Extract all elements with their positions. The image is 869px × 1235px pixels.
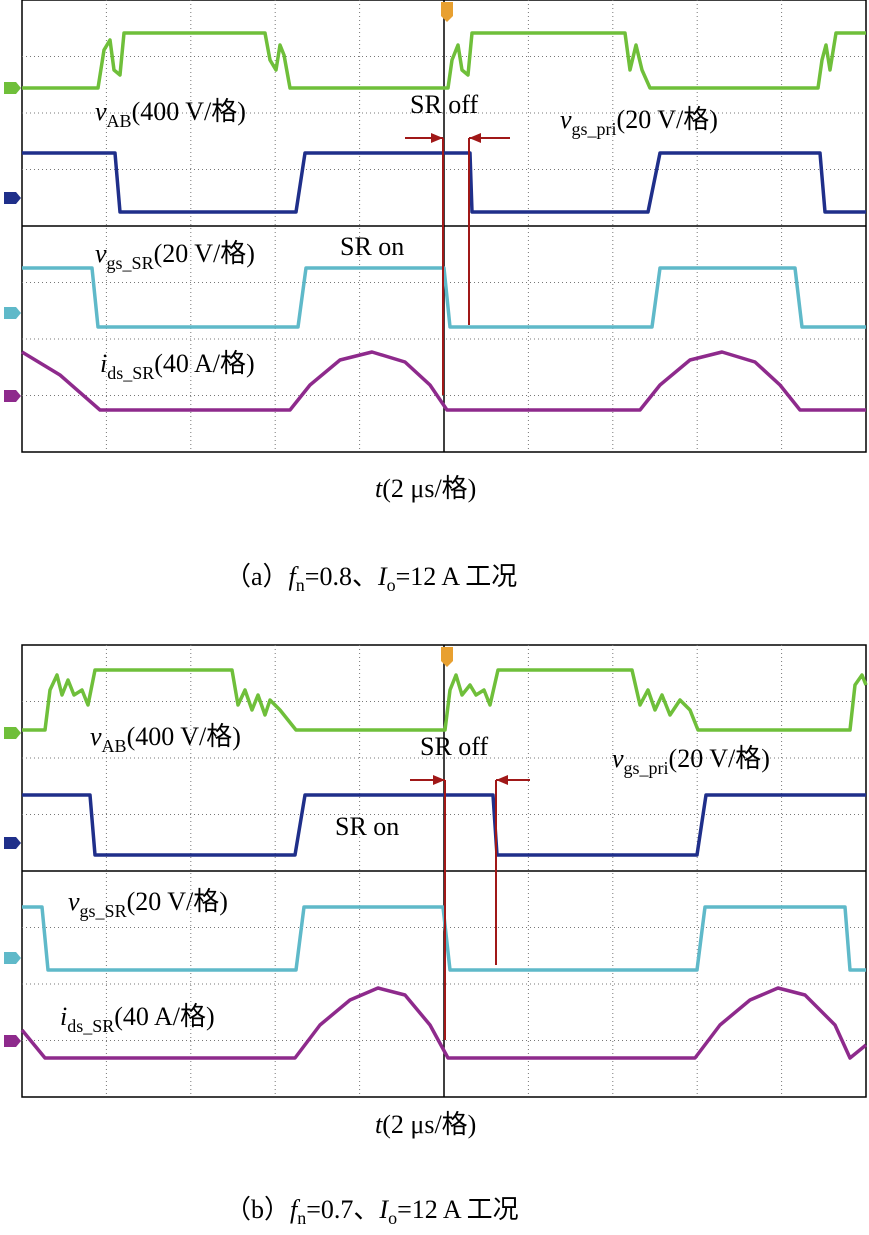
scale: (20 V/格) xyxy=(127,887,228,916)
channel-marker xyxy=(4,1035,21,1047)
signal-label: vgs_SR(20 V/格) xyxy=(68,887,228,921)
signal-label: vAB(400 V/格) xyxy=(95,97,246,131)
subscript: o xyxy=(387,575,396,595)
scale: (40 A/格) xyxy=(154,349,254,378)
scale: (400 V/格) xyxy=(132,97,246,126)
symbol: f xyxy=(289,562,300,591)
scale: (2 μs/格) xyxy=(382,474,476,503)
channel-marker xyxy=(4,192,21,204)
waveform xyxy=(22,151,866,214)
scale: (2 μs/格) xyxy=(382,1110,476,1139)
subscript: gs_SR xyxy=(107,253,154,273)
waveform xyxy=(21,350,866,412)
subscript: ds_SR xyxy=(107,363,154,383)
waveform xyxy=(22,31,866,90)
signal-label: vAB(400 V/格) xyxy=(90,722,241,756)
channel-marker xyxy=(4,390,21,402)
signal-label: vgs_pri(20 V/格) xyxy=(560,105,718,139)
subscript: gs_pri xyxy=(624,758,669,778)
waveform xyxy=(22,905,866,972)
time-axis-label: t(2 μs/格) xyxy=(375,1110,476,1139)
symbol: v xyxy=(612,744,624,773)
signal-label: ids_SR(40 A/格) xyxy=(60,1002,215,1036)
signal-label: vgs_pri(20 V/格) xyxy=(612,744,770,778)
time-axis-label: t(2 μs/格) xyxy=(375,474,476,503)
waveform xyxy=(22,668,868,732)
caption: （a）fn=0.8、Io=12 A 工况 xyxy=(225,562,517,595)
subscript: n xyxy=(297,1208,306,1228)
subscript: AB xyxy=(102,736,127,756)
subscript: o xyxy=(388,1208,397,1228)
symbol: f xyxy=(290,1195,301,1224)
arrow-head xyxy=(433,775,445,785)
scale: (40 A/格) xyxy=(114,1002,214,1031)
symbol: I xyxy=(378,1195,389,1224)
subscript: gs_SR xyxy=(80,901,127,921)
channel-marker xyxy=(4,837,21,849)
arrow-head xyxy=(469,133,481,143)
annotation: SR off xyxy=(420,732,488,761)
symbol: v xyxy=(95,97,107,126)
symbol: v xyxy=(68,887,80,916)
channel-marker xyxy=(4,307,21,319)
scale: (400 V/格) xyxy=(127,722,241,751)
symbol: i xyxy=(100,349,107,378)
channel-marker xyxy=(4,952,21,964)
arrow-head xyxy=(431,133,443,143)
caption: （b）fn=0.7、Io=12 A 工况 xyxy=(225,1195,519,1228)
scale: (20 V/格) xyxy=(669,744,770,773)
annotation: SR on xyxy=(335,812,399,841)
subscript: n xyxy=(296,575,305,595)
annotation: SR off xyxy=(410,90,478,119)
waveform xyxy=(20,986,868,1060)
trigger-marker xyxy=(441,647,453,667)
symbol: v xyxy=(90,722,102,751)
caption-text: =0.8、 xyxy=(305,562,378,591)
symbol: I xyxy=(377,562,388,591)
symbol: t xyxy=(375,1110,383,1139)
channel-marker xyxy=(4,82,21,94)
waveform xyxy=(22,793,866,857)
panel: vAB(400 V/格)vgs_pri(20 V/格)vgs_SR(20 V/格… xyxy=(4,644,868,1228)
symbol: i xyxy=(60,1002,67,1031)
channel-marker xyxy=(4,727,21,739)
caption-text: =12 A 工况 xyxy=(397,1195,519,1224)
caption-prefix: （b） xyxy=(225,1195,290,1224)
trigger-marker xyxy=(441,2,453,22)
caption-text: =12 A 工况 xyxy=(396,562,518,591)
scale: (20 V/格) xyxy=(617,105,718,134)
symbol: v xyxy=(95,239,107,268)
caption-prefix: （a） xyxy=(225,562,289,591)
scale: (20 V/格) xyxy=(154,239,255,268)
arrow-head xyxy=(496,775,508,785)
signal-label: vgs_SR(20 V/格) xyxy=(95,239,255,273)
panel: vAB(400 V/格)vgs_pri(20 V/格)vgs_SR(20 V/格… xyxy=(4,0,867,595)
subscript: AB xyxy=(107,111,132,131)
symbol: t xyxy=(375,474,383,503)
symbol: v xyxy=(560,105,572,134)
waveform xyxy=(22,266,866,329)
caption-text: =0.7、 xyxy=(306,1195,379,1224)
annotation: SR on xyxy=(340,232,404,261)
subscript: gs_pri xyxy=(572,119,617,139)
subscript: ds_SR xyxy=(67,1016,114,1036)
signal-label: ids_SR(40 A/格) xyxy=(100,349,255,383)
